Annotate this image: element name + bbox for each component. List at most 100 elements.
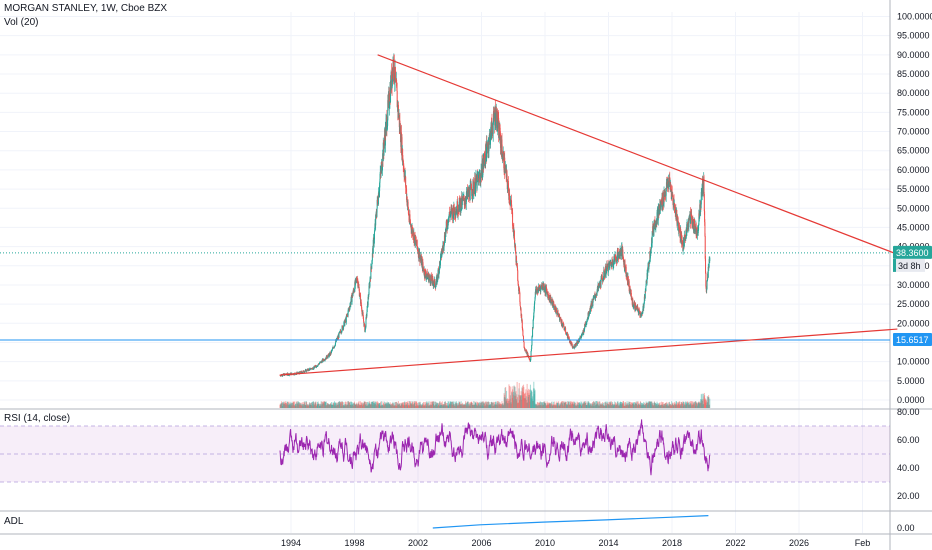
candle-body xyxy=(613,259,615,266)
volume-bar xyxy=(481,401,483,408)
candle-body xyxy=(361,307,363,312)
candle-body xyxy=(351,296,353,302)
candle-body xyxy=(481,170,483,178)
candle-body xyxy=(575,343,577,346)
volume-bar xyxy=(458,402,460,408)
volume-bar xyxy=(501,403,503,408)
volume-bar xyxy=(518,382,520,408)
volume-bar xyxy=(401,404,403,408)
volume-bar xyxy=(520,395,522,408)
volume-bar xyxy=(588,401,590,408)
candle-body xyxy=(707,266,709,278)
volume-bar xyxy=(409,401,411,408)
volume-bar xyxy=(608,402,611,408)
volume-bar xyxy=(542,402,544,408)
volume-bar xyxy=(546,405,548,408)
volume-bar xyxy=(525,396,527,408)
volume-bar xyxy=(310,402,312,408)
candle-body xyxy=(592,302,594,307)
volume-bar xyxy=(615,404,617,408)
rsi-tick-label: 20.00 xyxy=(897,491,920,501)
candle-body xyxy=(363,318,365,322)
volume-bar xyxy=(572,401,574,408)
candle-body xyxy=(369,279,371,287)
volume-bar xyxy=(461,404,463,408)
volume-bar xyxy=(288,401,290,408)
volume-bar xyxy=(405,404,407,408)
volume-bar xyxy=(412,405,415,408)
candle-body xyxy=(581,333,583,335)
volume-bar xyxy=(363,403,365,408)
volume-bar xyxy=(641,403,643,408)
volume-bar xyxy=(564,402,566,408)
candle-body xyxy=(532,319,534,329)
candle-body xyxy=(630,292,632,300)
volume-bar xyxy=(479,404,481,408)
volume-bar xyxy=(397,404,399,408)
volume-bar xyxy=(657,404,659,408)
volume-bar xyxy=(681,403,684,408)
volume-bar xyxy=(616,403,618,408)
candle-body xyxy=(703,193,705,212)
volume-bar xyxy=(677,402,679,408)
candle-body xyxy=(354,282,356,292)
volume-bar xyxy=(316,404,318,408)
volume-bar xyxy=(428,401,430,408)
volume-bar xyxy=(416,401,418,408)
volume-bar xyxy=(551,401,553,408)
volume-bar xyxy=(436,405,439,408)
volume-bar xyxy=(299,404,301,408)
volume-bar xyxy=(404,401,406,408)
volume-bar xyxy=(363,402,365,408)
volume-bar xyxy=(698,402,700,408)
volume-bar xyxy=(469,403,471,408)
volume-bar xyxy=(355,404,357,408)
volume-bar xyxy=(314,403,316,408)
candle-body xyxy=(516,266,518,271)
volume-bar xyxy=(511,391,513,408)
volume-bar xyxy=(411,403,413,408)
volume-bar xyxy=(500,405,502,408)
volume-bar xyxy=(477,405,479,408)
volume-bar xyxy=(318,403,320,408)
volume-bar xyxy=(598,401,601,408)
candle-body xyxy=(591,300,593,305)
volume-bar xyxy=(682,405,684,408)
volume-bar xyxy=(461,405,463,408)
volume-bar xyxy=(283,404,285,408)
volume-bar xyxy=(530,390,532,408)
volume-bar xyxy=(349,402,351,408)
volume-bar xyxy=(429,401,432,408)
volume-bar xyxy=(697,404,699,408)
volume-bar xyxy=(317,403,319,408)
candle-body xyxy=(632,299,634,304)
candle-body xyxy=(530,351,532,357)
volume-bar xyxy=(645,401,647,408)
candle-body xyxy=(354,279,356,286)
volume-bar xyxy=(684,401,687,408)
volume-bar xyxy=(648,403,650,408)
volume-bar xyxy=(462,405,464,408)
volume-bar xyxy=(440,402,442,408)
volume-bar xyxy=(470,401,472,408)
candle-body xyxy=(347,310,349,316)
y-tick-label: 20.0000 xyxy=(897,318,930,328)
candle-body xyxy=(311,368,313,369)
volume-bar xyxy=(699,402,701,408)
volume-bar xyxy=(559,403,561,408)
candle-body xyxy=(344,321,346,326)
candle-body xyxy=(488,135,490,145)
rsi-tick-label: 80.00 xyxy=(897,407,920,417)
candle-body xyxy=(667,184,669,188)
volume-bar xyxy=(566,405,568,408)
volume-bar xyxy=(393,405,395,408)
volume-bar xyxy=(355,404,357,408)
volume-bar xyxy=(509,395,512,408)
volume-bar xyxy=(591,403,593,408)
volume-bar xyxy=(327,403,329,408)
volume-bar xyxy=(616,401,618,408)
candle-body xyxy=(709,257,711,262)
volume-bar xyxy=(358,404,360,408)
volume-bar xyxy=(323,402,325,408)
